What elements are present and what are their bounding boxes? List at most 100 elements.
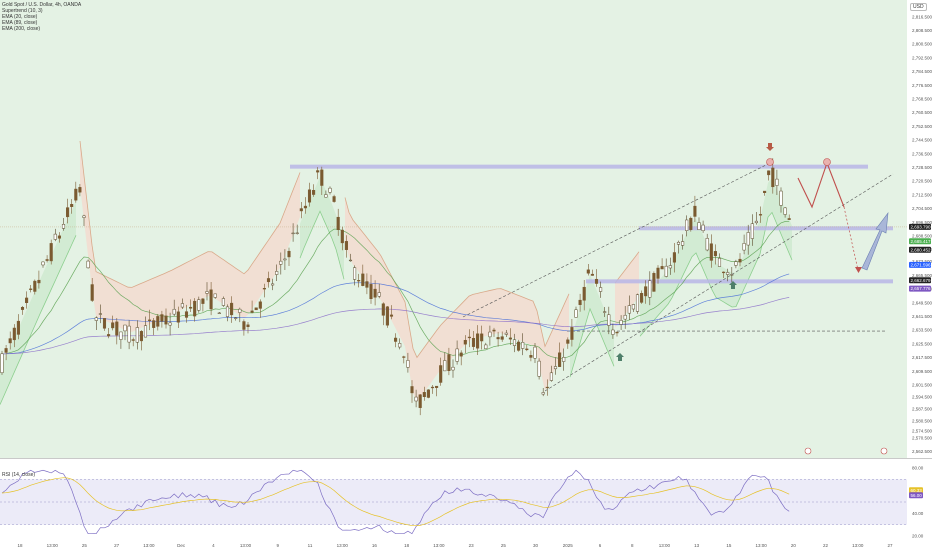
candle-body <box>701 224 705 231</box>
x-tick-label: 13:00 <box>755 543 767 548</box>
candle-body <box>353 267 357 280</box>
candle-body <box>742 243 746 251</box>
price-badge-label: 2,680.452 <box>911 247 932 252</box>
x-tick-label: 16 <box>372 543 378 548</box>
candle-body <box>340 229 344 244</box>
projection-zigzag[interactable] <box>797 161 845 209</box>
candle-body <box>209 289 213 310</box>
peak-marker-2[interactable] <box>823 158 831 166</box>
x-tick-label: 6 <box>599 543 602 548</box>
projection-drop-line[interactable] <box>843 206 859 271</box>
buy-arrow-icon <box>616 353 624 361</box>
candle-body <box>619 320 623 325</box>
candle-body <box>402 356 406 358</box>
y-tick-label: 2,570.500 <box>912 436 932 441</box>
y-tick-label: 2,752.500 <box>912 124 932 129</box>
candle-body <box>763 190 767 193</box>
channel-upper-line[interactable] <box>462 162 771 318</box>
candle-body <box>635 294 640 312</box>
candle-body <box>631 304 635 310</box>
candle-body <box>295 232 299 234</box>
candle-body <box>180 303 184 308</box>
x-tick-label: 13 <box>694 543 700 548</box>
x-tick-label: 18 <box>17 543 23 548</box>
x-tick-label: 9 <box>277 543 280 548</box>
candle-body <box>57 235 61 239</box>
support-band-lower[interactable] <box>586 279 893 284</box>
symbol-title[interactable]: Gold Spot / U.S. Dollar, 4h, OANDA <box>2 2 82 8</box>
peak-marker-1[interactable] <box>766 158 774 166</box>
candle-body <box>238 308 242 313</box>
candle-body <box>722 271 726 274</box>
indicator-ema-20[interactable]: EMA (20, close) <box>2 14 38 20</box>
y-tick-label: 2,580.500 <box>912 418 932 423</box>
candle-body <box>549 372 553 381</box>
rsi-tick-label: 20.00 <box>912 534 924 539</box>
event-marker-icon[interactable] <box>880 447 888 455</box>
support-band-upper[interactable] <box>639 226 893 231</box>
candle-body <box>656 267 660 279</box>
candle-body <box>381 303 385 316</box>
candle-body <box>750 223 754 239</box>
currency-button[interactable]: USD <box>910 3 927 11</box>
candle-body <box>590 273 594 276</box>
x-tick-label: 25 <box>82 543 88 548</box>
supertrend-line <box>614 251 640 284</box>
candle-body <box>451 366 455 371</box>
price-badge <box>909 223 931 230</box>
candle-body <box>521 342 525 349</box>
candle-body <box>217 312 221 314</box>
candle-body <box>98 313 102 315</box>
x-tick-label: 11 <box>308 543 313 548</box>
candle-body <box>664 265 668 277</box>
indicator-supertrend[interactable]: Supertrend (10, 3) <box>2 8 43 14</box>
x-tick-label: 2025 <box>563 543 574 548</box>
indicator-ema-200[interactable]: EMA (200, close) <box>2 26 41 32</box>
indicator-ema-89[interactable]: EMA (89, close) <box>2 20 38 26</box>
y-tick-label: 2,688.500 <box>912 233 932 238</box>
candle-body <box>787 218 791 220</box>
y-tick-label: 2,649.500 <box>912 300 932 305</box>
candle-body <box>299 208 303 212</box>
candle-body <box>385 306 389 326</box>
candle-body <box>775 178 779 186</box>
price-badge-label: 2,685.417 <box>911 239 932 244</box>
channel-lower-line[interactable] <box>544 173 894 392</box>
candle-body <box>422 392 426 397</box>
candle-body <box>738 258 742 263</box>
candle-body <box>484 344 488 350</box>
candle-body <box>74 188 78 201</box>
bullish-arrow[interactable] <box>861 211 889 271</box>
candle-body <box>283 258 287 261</box>
candle-body <box>37 279 41 284</box>
candle-body <box>115 321 119 336</box>
event-marker-icon[interactable] <box>804 447 812 455</box>
rsi-tick-label: 80.00 <box>912 466 924 471</box>
candle-body <box>94 317 98 321</box>
candle-body <box>160 314 164 322</box>
candle-body <box>430 386 435 389</box>
candle-body <box>119 331 123 340</box>
resistance-band[interactable] <box>290 164 868 169</box>
rsi-label[interactable]: RSI (14, close) <box>2 472 36 478</box>
candle-body <box>373 288 377 298</box>
y-tick-label: 2,617.500 <box>912 355 932 360</box>
candle-body <box>508 337 512 340</box>
y-tick-label: 2,744.500 <box>912 138 932 143</box>
candle-body <box>496 337 500 340</box>
candle-body <box>603 311 607 313</box>
candle-body <box>242 321 246 330</box>
candle-body <box>709 243 713 261</box>
price-badge-label: 2,693.790 <box>911 225 932 230</box>
candle-body <box>754 220 758 224</box>
chart-legend: Gold Spot / U.S. Dollar, 4h, OANDA Super… <box>2 2 81 32</box>
candle-body <box>627 305 631 314</box>
candle-body <box>275 271 279 275</box>
candle-body <box>578 299 582 305</box>
candle-body <box>49 243 53 262</box>
candle-body <box>312 190 316 195</box>
candle-body <box>82 215 86 218</box>
x-tick-label: 15 <box>726 543 732 548</box>
